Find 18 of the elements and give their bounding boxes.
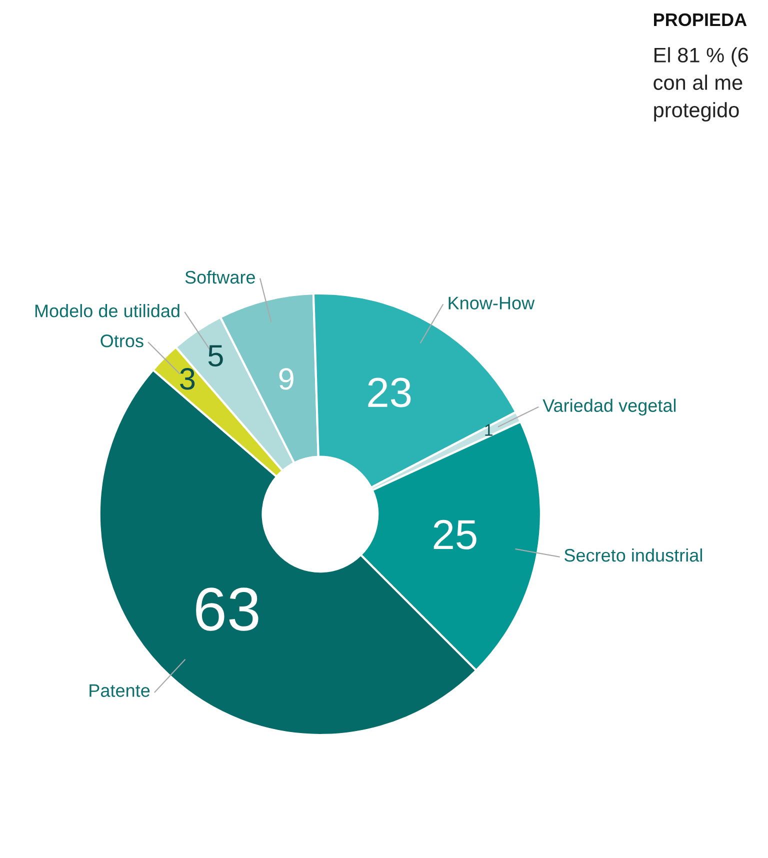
slice-label: Software: [185, 270, 255, 284]
slice-label: Know-How: [448, 296, 535, 310]
data-label: 9: [279, 368, 294, 390]
data-label: 3: [180, 368, 195, 390]
text: con al me: [654, 74, 742, 90]
slice-label: Otros: [100, 334, 144, 348]
text: protegido: [654, 102, 739, 122]
text: El 81 % (6: [654, 47, 748, 67]
data-label: 25: [434, 520, 476, 550]
slice-label: Modelo de utilidad: [35, 304, 180, 318]
data-label: 5: [208, 345, 223, 367]
data-label: 1: [485, 424, 492, 436]
data-label: 23: [368, 378, 411, 408]
slice-label: Variedad vegetal: [542, 398, 676, 416]
slice-label: Secreto industrial: [564, 548, 702, 562]
slice-label: Patente: [90, 684, 150, 697]
text: PROPIEDA: [654, 13, 747, 26]
data-label: 63: [196, 588, 258, 631]
